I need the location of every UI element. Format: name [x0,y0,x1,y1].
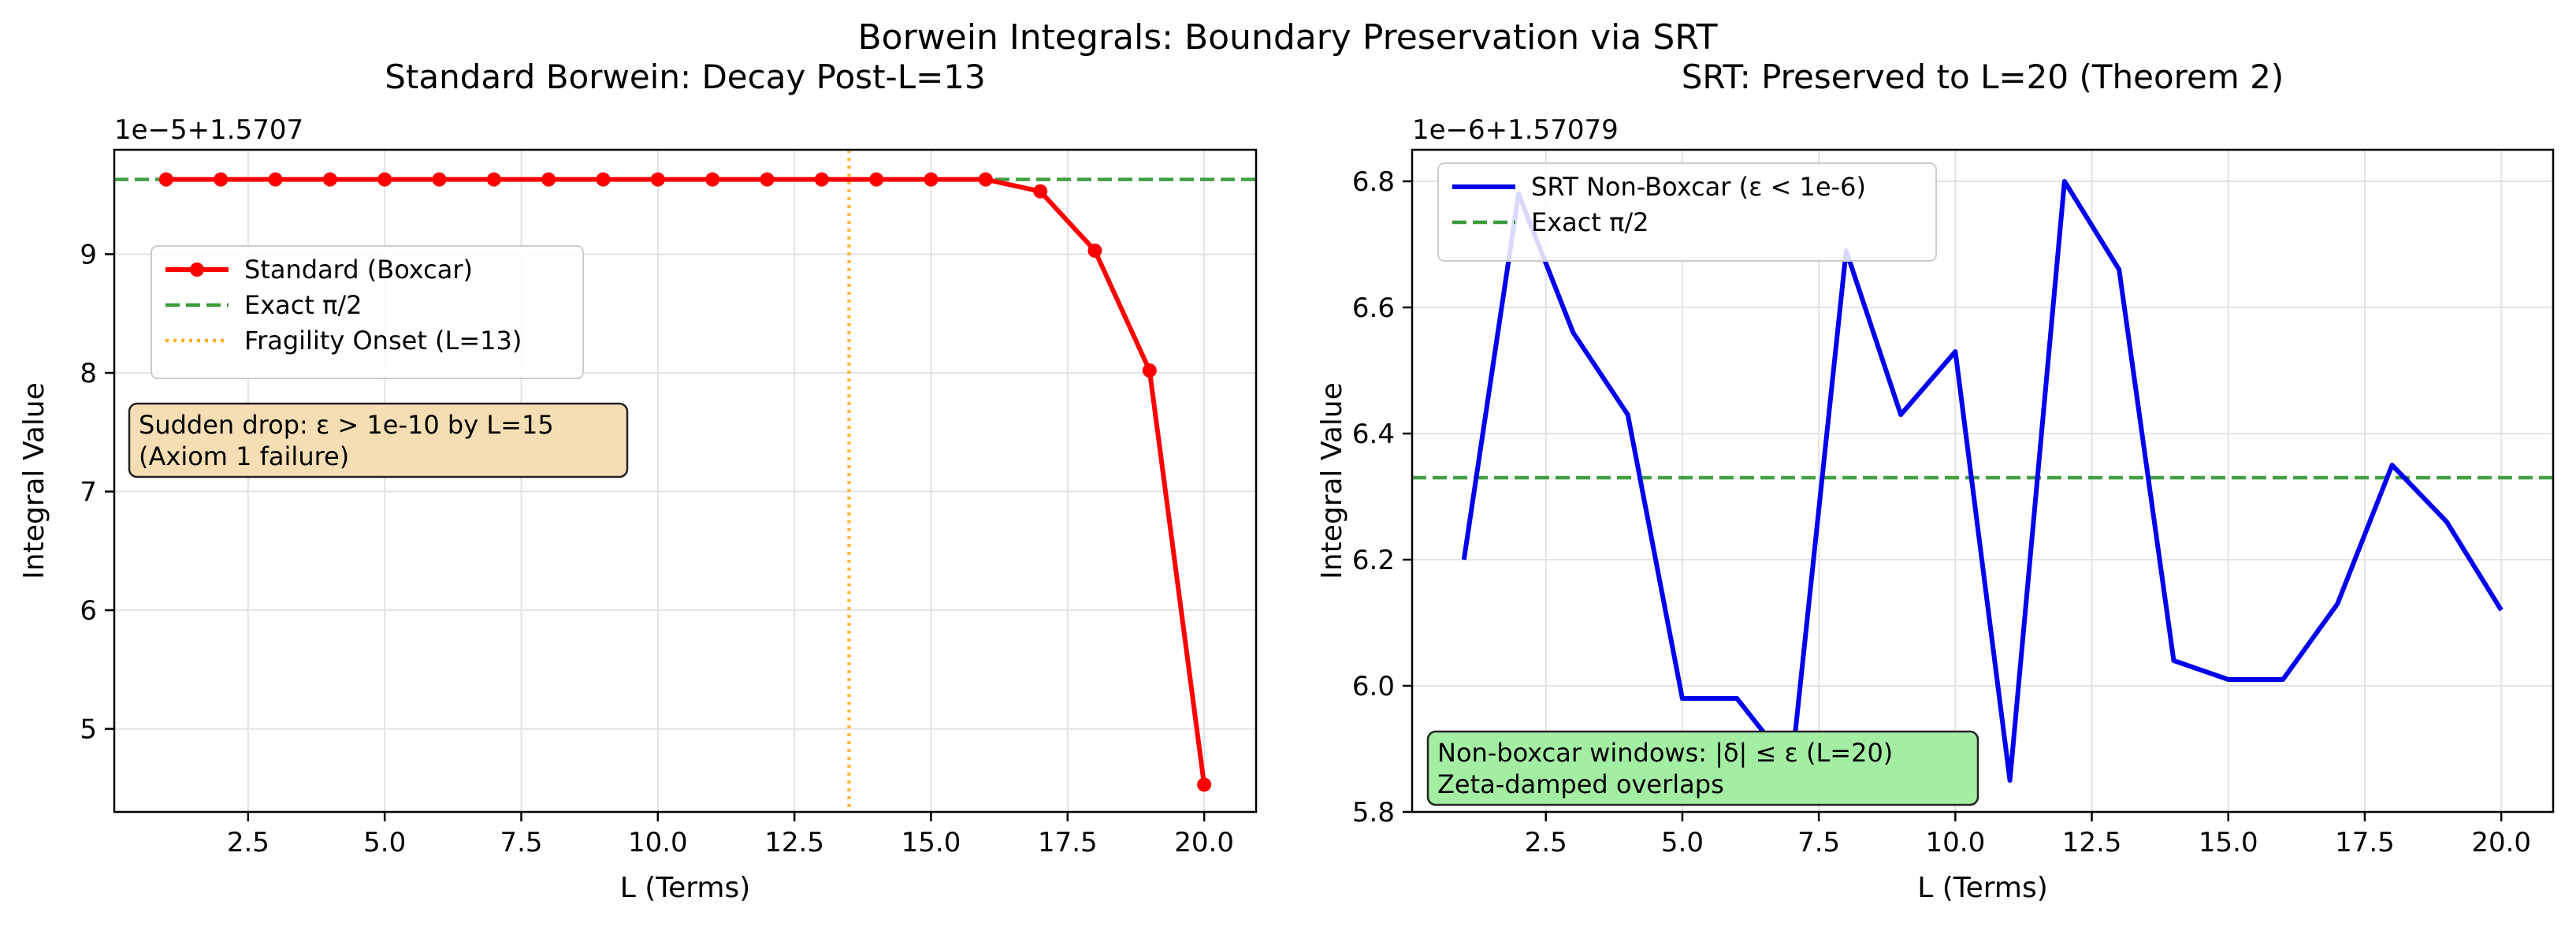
data-point [760,172,775,187]
data-point [1087,243,1102,258]
y-tick-label: 6.2 [1352,545,1395,576]
y-tick-label: 5.8 [1352,797,1395,828]
series-line [165,177,1207,785]
data-point [322,172,337,187]
right-chart: 2.5 5.0 7.5 10.0 12.5 15.0 17.5 20.0 5.8 6.0 6.2 6.… [1316,58,2555,904]
legend-label: Standard (Boxcar) [244,255,473,285]
y-tick-label: 6.6 [1352,292,1395,324]
legend: Standard (Boxcar) Exact π/2 Fragility Onse… [151,245,584,379]
data-point [541,172,556,187]
left-chart: 2.5 5.0 7.5 10.0 12.5 15.0 17.5 20.0 5 6 7 8 9 1e−5+1… [18,58,1258,904]
legend-label: Exact π/2 [244,290,362,320]
x-tick-label: 10.0 [628,827,688,858]
data-point [377,172,392,187]
x-tick-label: 2.5 [1525,827,1567,858]
legend-label: SRT Non-Boxcar (ε < 1e-6) [1531,172,1866,202]
x-tick-label: 15.0 [901,827,961,858]
annotation-text: (Axiom 1 failure) [139,441,349,471]
y-tick-label: 8 [80,358,97,389]
x-tick-label: 10.0 [1926,827,1986,858]
x-tick-label: 5.0 [1661,827,1704,858]
data-point [924,172,939,187]
data-point [158,172,173,187]
axis-offset-label: 1e−6+1.57079 [1412,114,1619,146]
plot-frame [1411,148,2555,814]
y-tick-label: 6 [80,595,97,627]
y-tick-label: 7 [80,477,97,508]
annotation-box [128,402,629,478]
data-point [486,172,501,187]
data-point [978,172,993,187]
data-point [432,172,447,187]
annotation-text: Non-boxcar windows: |δ| ≤ ε (L=20) [1437,738,1893,768]
y-tick-label: 6.4 [1352,419,1395,450]
data-point [705,172,720,187]
legend: SRT Non-Boxcar (ε < 1e-6) Exact π/2 [1437,162,1937,262]
axis-offset-label: 1e−5+1.5707 [114,114,303,146]
x-tick-label: 15.0 [2199,827,2258,858]
x-tick-label: 17.5 [2335,827,2395,858]
data-point [650,172,665,187]
data-point [1142,363,1157,378]
legend-box [1437,162,1937,262]
data-point [214,172,229,187]
plot-frame [113,148,1258,814]
figure-title: Borwein Integrals: Boundary Preservation… [857,17,1717,58]
x-tick-label: 12.5 [764,827,824,858]
chart-title: Standard Borwein: Decay Post-L=13 [385,58,985,96]
chart-title: SRT: Preserved to L=20 (Theorem 2) [1682,58,2284,96]
x-axis-label: L (Terms) [620,872,751,904]
annotation: Non-boxcar windows: |δ| ≤ ε (L=20)Zeta-d… [1426,730,1979,806]
legend-label: Fragility Onset (L=13) [244,326,522,356]
annotation-box [1426,730,1979,806]
annotation-text: Sudden drop: ε > 1e-10 by L=15 [139,410,554,440]
y-tick-label: 9 [80,239,97,270]
data-point [869,172,884,187]
x-axis-label: L (Terms) [1917,872,2048,904]
x-tick-label: 5.0 [363,827,406,858]
x-tick-label: 7.5 [500,827,542,858]
x-tick-label: 7.5 [1797,827,1840,858]
annotation: Sudden drop: ε > 1e-10 by L=15(Axiom 1 f… [128,402,629,478]
y-axis-label: Integral Value [18,382,50,579]
data-point [814,172,829,187]
series-line [1461,179,2504,783]
x-tick-label: 20.0 [1174,827,1234,858]
x-tick-label: 2.5 [227,827,269,858]
data-point [1033,184,1048,199]
legend-box [151,245,584,379]
legend-label: Exact π/2 [1531,207,1649,237]
x-tick-label: 17.5 [1038,827,1098,858]
y-tick-label: 6.0 [1352,671,1395,702]
legend-marker [190,262,204,277]
data-point [1197,777,1212,792]
data-point [268,172,283,187]
y-axis-label: Integral Value [1316,382,1348,579]
y-tick-label: 6.8 [1352,166,1395,198]
y-tick-label: 5 [80,714,97,746]
x-tick-label: 12.5 [2062,827,2122,858]
data-point [596,172,611,187]
annotation-text: Zeta-damped overlaps [1437,769,1724,799]
x-tick-label: 20.0 [2471,827,2531,858]
